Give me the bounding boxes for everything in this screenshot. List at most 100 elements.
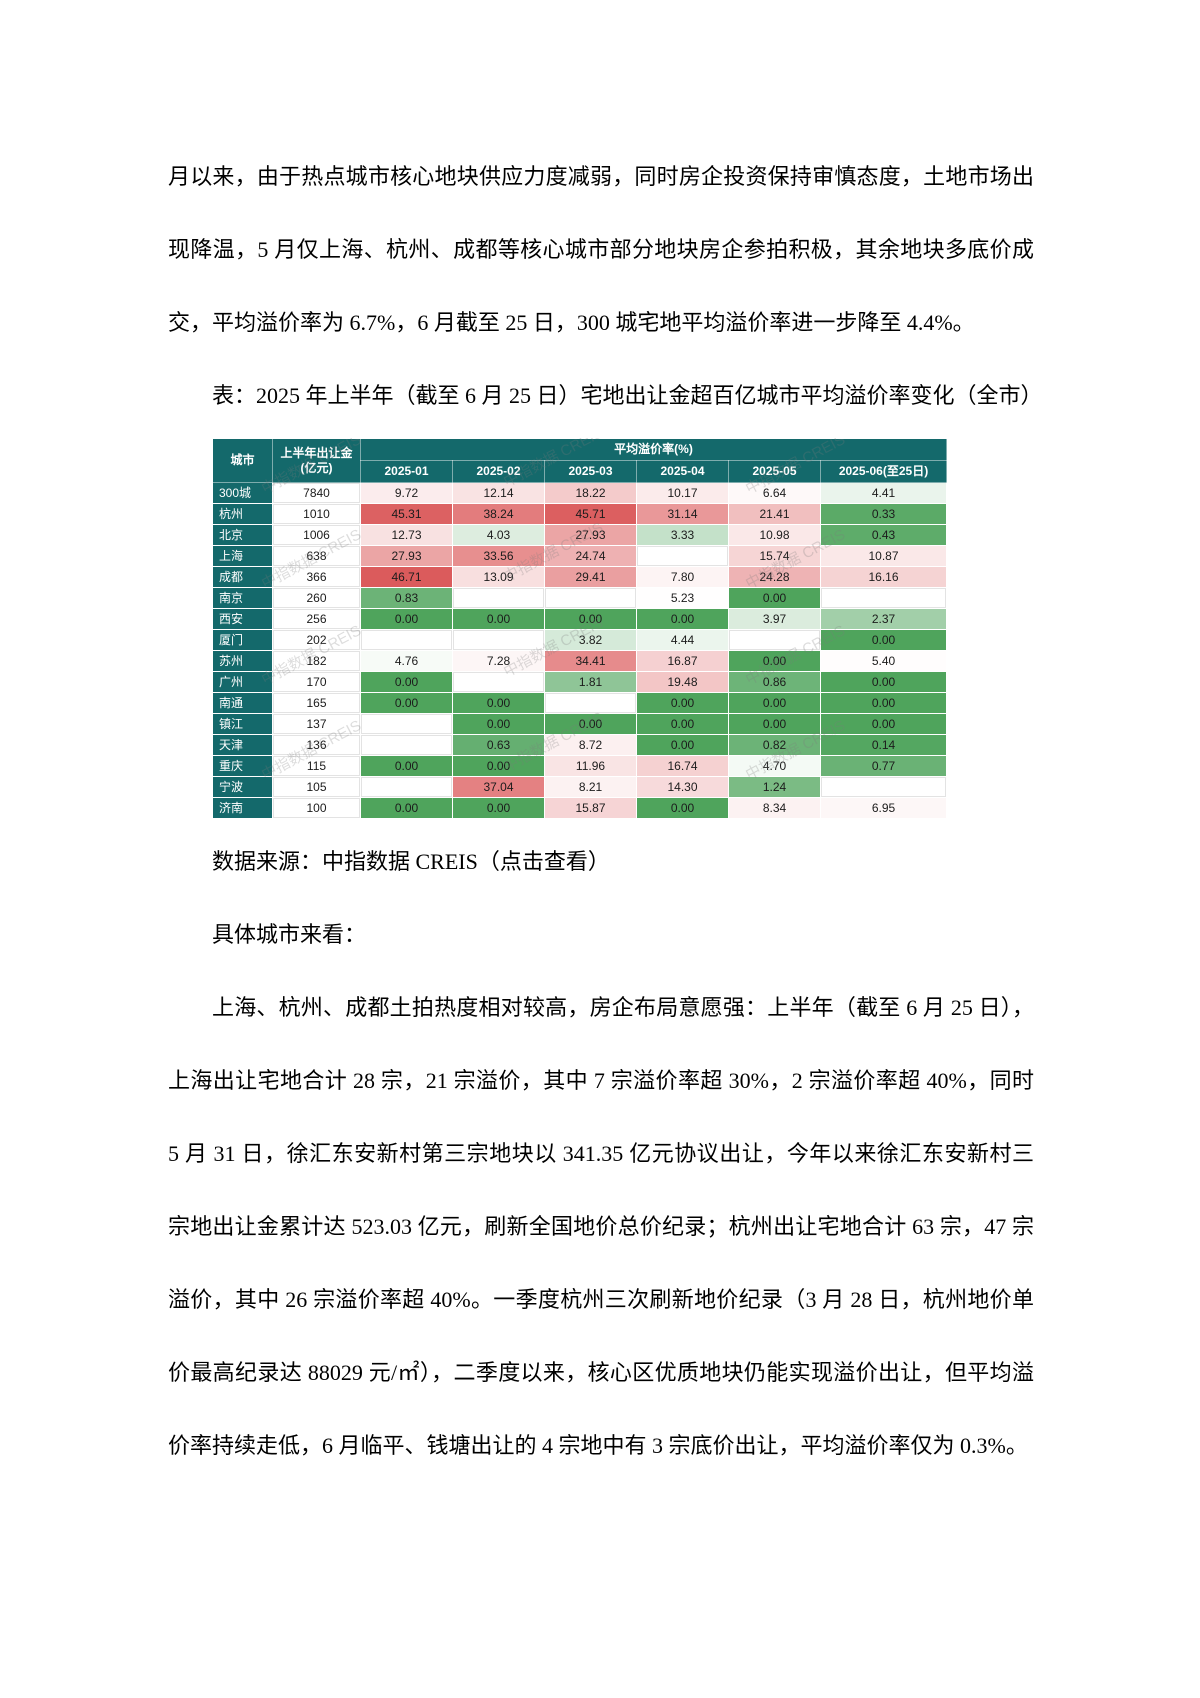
amount-cell: 100 [272, 797, 361, 819]
premium-cell: 0.00 [452, 797, 545, 819]
col-header-month: 2025-02 [452, 460, 545, 483]
premium-cell [360, 734, 453, 756]
premium-cell [544, 692, 637, 714]
paragraph-intro: 月以来，由于热点城市核心地块供应力度减弱，同时房企投资保持审慎态度，土地市场出现… [168, 164, 1034, 335]
premium-cell: 0.00 [819, 692, 948, 714]
premium-cell: 4.70 [728, 755, 821, 777]
premium-cell: 0.00 [452, 692, 545, 714]
premium-cell: 8.34 [728, 797, 821, 819]
table-row: 北京 1006 12.73 4.03 27.93 3.33 10.98 0.43 [212, 524, 948, 546]
city-cell: 厦门 [212, 629, 273, 651]
table-row: 上海 638 27.93 33.56 24.74 15.74 10.87 [212, 545, 948, 567]
table-row: 天津 136 0.63 8.72 0.00 0.82 0.14 [212, 734, 948, 756]
premium-cell: 6.64 [728, 482, 821, 504]
premium-cell: 12.14 [452, 482, 545, 504]
col-header-city: 城市 [212, 438, 273, 483]
premium-cell: 0.14 [819, 734, 948, 756]
city-cell: 杭州 [212, 503, 273, 525]
premium-cell [360, 776, 453, 798]
premium-cell [360, 629, 453, 651]
city-cell: 广州 [212, 671, 273, 693]
premium-cell: 4.76 [360, 650, 453, 672]
premium-cell: 0.00 [819, 629, 948, 651]
premium-cell: 2.37 [819, 608, 948, 630]
premium-cell: 6.95 [819, 797, 948, 819]
amount-cell: 165 [272, 692, 361, 714]
amount-cell: 202 [272, 629, 361, 651]
premium-cell: 10.17 [636, 482, 729, 504]
premium-cell: 33.56 [452, 545, 545, 567]
premium-cell [544, 587, 637, 609]
table-row: 济南 100 0.00 0.00 15.87 0.00 8.34 6.95 [212, 797, 948, 819]
city-cell: 北京 [212, 524, 273, 546]
col-header-group: 平均溢价率(%) [359, 438, 948, 461]
premium-cell: 3.97 [728, 608, 821, 630]
premium-cell: 0.00 [636, 713, 729, 735]
premium-cell [360, 713, 453, 735]
premium-cell: 0.00 [819, 671, 948, 693]
premium-cell: 3.82 [544, 629, 637, 651]
premium-cell: 45.71 [544, 503, 637, 525]
premium-cell: 1.24 [728, 776, 821, 798]
premium-cell: 1.81 [544, 671, 637, 693]
premium-cell [452, 671, 545, 693]
premium-cell: 0.00 [728, 713, 821, 735]
premium-cell: 27.93 [544, 524, 637, 546]
premium-cell: 0.00 [636, 692, 729, 714]
premium-cell: 0.33 [819, 503, 948, 525]
premium-cell: 0.00 [636, 608, 729, 630]
premium-rate-table-wrap: 城市 上半年出让金(亿元) 平均溢价率(%) 2025-01 2025-02 202… [212, 438, 948, 819]
table-row: 西安 256 0.00 0.00 0.00 0.00 3.97 2.37 [212, 608, 948, 630]
city-cell: 天津 [212, 734, 273, 756]
col-header-amount: 上半年出让金(亿元) [272, 438, 361, 483]
city-cell: 镇江 [212, 713, 273, 735]
premium-cell: 0.00 [360, 755, 453, 777]
premium-cell: 0.00 [452, 608, 545, 630]
premium-cell: 8.72 [544, 734, 637, 756]
premium-cell: 0.00 [728, 692, 821, 714]
amount-cell: 638 [272, 545, 361, 567]
premium-cell: 37.04 [452, 776, 545, 798]
amount-cell: 105 [272, 776, 361, 798]
premium-cell: 0.00 [728, 587, 821, 609]
premium-cell: 0.77 [819, 755, 948, 777]
premium-cell: 0.00 [819, 713, 948, 735]
premium-cell: 45.31 [360, 503, 453, 525]
table-row: 厦门 202 3.82 4.44 0.00 [212, 629, 948, 651]
premium-cell: 7.28 [452, 650, 545, 672]
table-row: 镇江 137 0.00 0.00 0.00 0.00 0.00 [212, 713, 948, 735]
premium-cell: 0.00 [452, 755, 545, 777]
premium-cell: 12.73 [360, 524, 453, 546]
premium-cell: 10.98 [728, 524, 821, 546]
table-row: 宁波 105 37.04 8.21 14.30 1.24 [212, 776, 948, 798]
city-cell: 重庆 [212, 755, 273, 777]
data-source-text: 数据来源：中指数据 CREIS [212, 849, 478, 874]
col-header-month: 2025-01 [360, 460, 453, 483]
city-cell: 南京 [212, 587, 273, 609]
premium-rate-heatmap-table: 城市 上半年出让金(亿元) 平均溢价率(%) 2025-01 2025-02 202… [212, 438, 948, 819]
amount-cell: 182 [272, 650, 361, 672]
premium-cell: 0.00 [360, 671, 453, 693]
premium-cell: 34.41 [544, 650, 637, 672]
premium-cell: 16.74 [636, 755, 729, 777]
table-row: 南京 260 0.83 5.23 0.00 [212, 587, 948, 609]
premium-cell [452, 629, 545, 651]
premium-cell: 27.93 [360, 545, 453, 567]
premium-cell: 0.00 [544, 608, 637, 630]
premium-cell [728, 629, 821, 651]
source-view-link[interactable]: （点击查看） [477, 849, 610, 874]
amount-cell: 1006 [272, 524, 361, 546]
col-header-month: 2025-03 [544, 460, 637, 483]
premium-cell: 0.00 [360, 608, 453, 630]
premium-cell: 16.16 [819, 566, 948, 588]
premium-cell: 9.72 [360, 482, 453, 504]
premium-cell [636, 545, 729, 567]
amount-cell: 256 [272, 608, 361, 630]
premium-cell: 5.40 [819, 650, 948, 672]
col-header-month: 2025-06(至25日) [819, 460, 948, 483]
premium-cell: 8.21 [544, 776, 637, 798]
paragraph-detail: 上海、杭州、成都土拍热度相对较高，房企布局意愿强：上半年（截至 6 月 25 日… [168, 995, 1034, 1458]
premium-cell: 11.96 [544, 755, 637, 777]
amount-cell: 1010 [272, 503, 361, 525]
table-row: 广州 170 0.00 1.81 19.48 0.86 0.00 [212, 671, 948, 693]
